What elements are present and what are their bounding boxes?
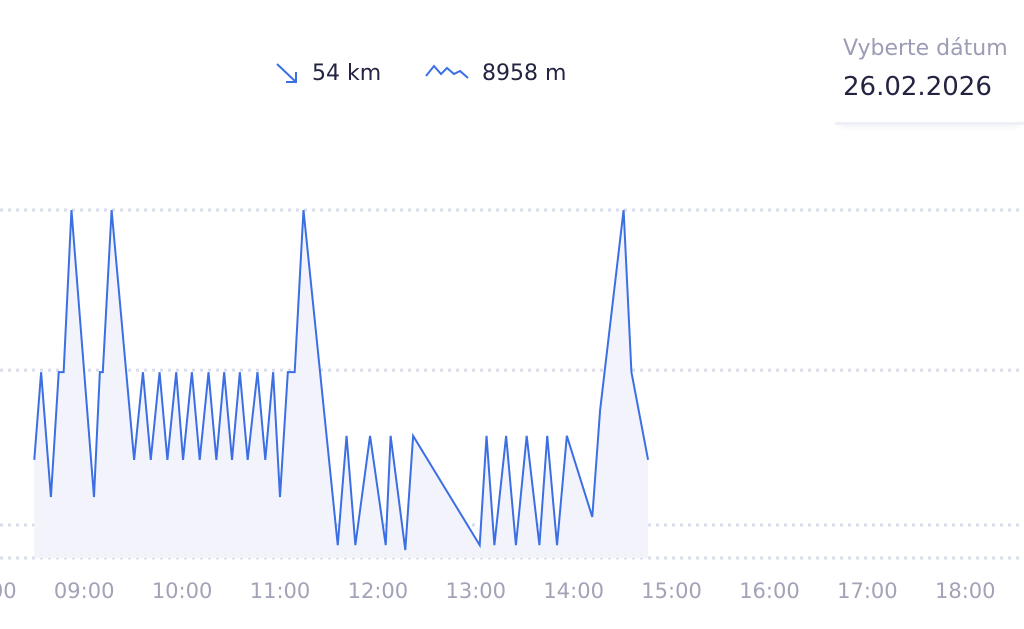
date-picker-value[interactable]: 26.02.2026 [843,72,992,102]
x-tick-label: 16:00 [739,579,800,603]
area [34,210,649,558]
date-picker-label: Vyberte dátum [843,36,1008,61]
distance-stat: 54 km [272,58,381,88]
x-tick-label: 15:00 [641,579,702,603]
x-tick-label: 14:00 [543,579,604,603]
x-tick-label: 12:00 [348,579,409,603]
x-tick-label: 18:00 [935,579,996,603]
elevation-icon [425,64,469,79]
distance-value: 54 km [312,60,382,86]
elevation-stat: 8958 m [424,58,566,88]
elevation-value: 8958 m [482,60,567,86]
date-picker[interactable]: Vyberte dátum 26.02.2026 [835,30,1024,125]
x-tick-label: 13:00 [446,579,507,603]
x-tick-label: 09:00 [54,579,115,603]
x-tick-label: 11:00 [250,579,311,603]
x-tick-label: 17:00 [837,579,898,603]
x-tick-label: 10:00 [152,579,213,603]
distance-icon [276,63,297,83]
line [33,209,650,551]
x-tick-label: 08:00 [0,579,17,603]
